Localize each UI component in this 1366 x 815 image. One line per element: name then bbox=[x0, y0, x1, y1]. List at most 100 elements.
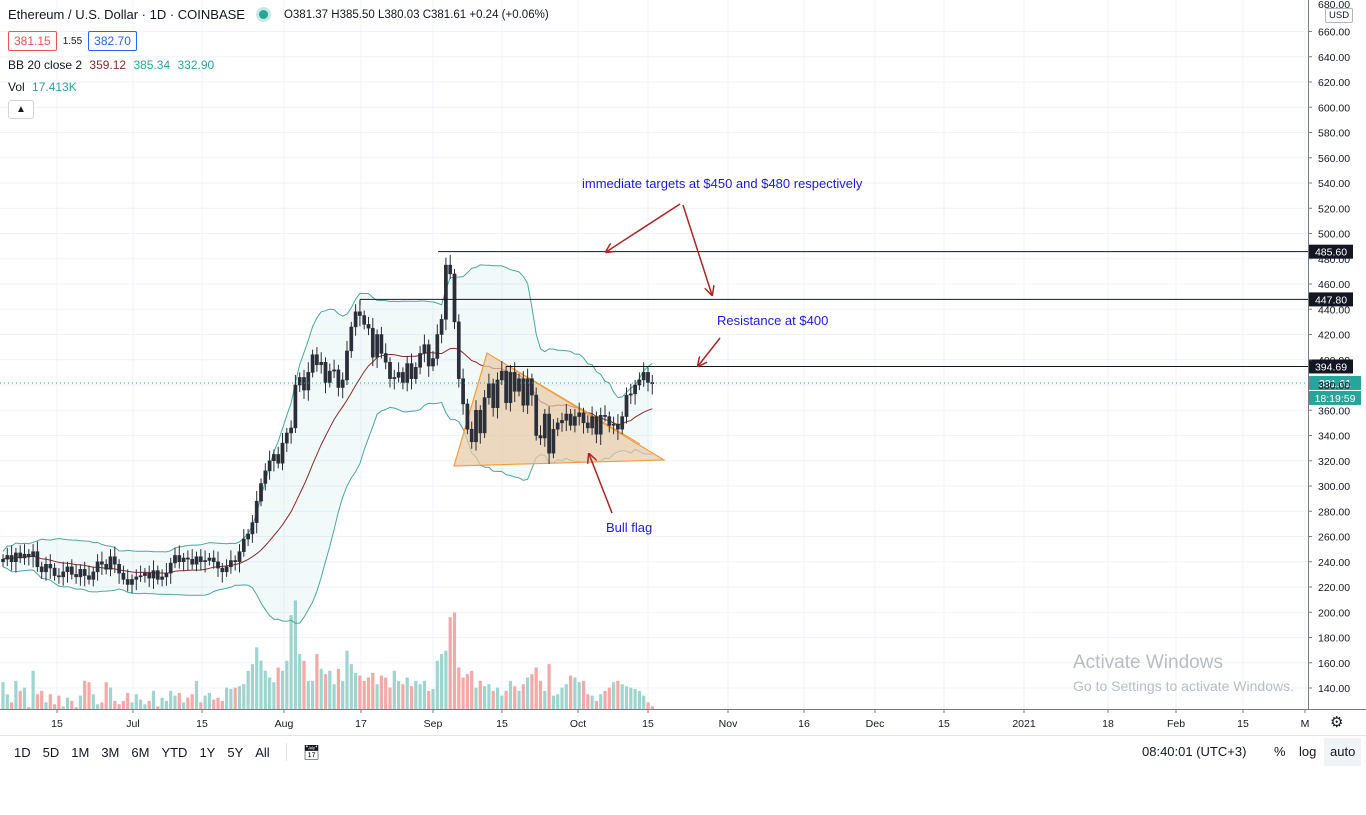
sell-price-button[interactable]: 381.15 bbox=[8, 31, 57, 51]
bb-upper-line bbox=[2, 264, 653, 553]
volume-bar bbox=[164, 700, 168, 709]
volume-bar bbox=[435, 660, 439, 709]
chevron-up-icon[interactable]: ▲ bbox=[8, 100, 34, 119]
candle-body bbox=[5, 555, 10, 560]
candle-body bbox=[203, 560, 207, 562]
candle-body bbox=[336, 369, 341, 388]
volume-bar bbox=[594, 700, 598, 709]
bollinger-legend[interactable]: BB 20 close 2 359.12 385.34 332.90 bbox=[8, 58, 214, 72]
volume-bar bbox=[637, 690, 641, 709]
volume-bar bbox=[590, 695, 594, 709]
tf-all[interactable]: All bbox=[255, 744, 270, 760]
volume-bar bbox=[293, 600, 297, 709]
volume-bar bbox=[491, 690, 495, 709]
volume-bar bbox=[612, 682, 616, 709]
time-tick-label: Oct bbox=[570, 718, 586, 730]
candle-body bbox=[358, 311, 362, 316]
tf-5y[interactable]: 5Y bbox=[227, 744, 244, 760]
volume-bar bbox=[268, 677, 272, 709]
volume-bar bbox=[182, 702, 186, 709]
log-toggle[interactable]: log bbox=[1299, 744, 1317, 759]
symbol-title[interactable]: Ethereum / U.S. Dollar · 1D · COINBASE bbox=[8, 7, 245, 22]
candle-body bbox=[439, 319, 444, 335]
currency-badge[interactable]: USD bbox=[1325, 8, 1354, 23]
candle-body bbox=[388, 362, 392, 379]
volume-bar bbox=[538, 680, 543, 709]
candle-body bbox=[611, 423, 616, 426]
volume-bar bbox=[534, 667, 538, 709]
volume-bar bbox=[483, 686, 487, 709]
candle-body bbox=[495, 379, 500, 408]
annotation-arrows bbox=[589, 203, 721, 514]
candle-body bbox=[87, 575, 91, 580]
candle-body bbox=[504, 370, 508, 403]
volume-bar bbox=[108, 687, 113, 709]
volume-bar bbox=[418, 684, 422, 709]
candle-body bbox=[31, 551, 35, 557]
volume-bar bbox=[121, 700, 125, 709]
candle-body bbox=[39, 566, 44, 573]
date-range-icon[interactable]: 📅︎ bbox=[302, 743, 321, 760]
volume-bar bbox=[633, 688, 637, 709]
volume-bar bbox=[513, 686, 517, 709]
tf-1m[interactable]: 1M bbox=[71, 744, 90, 760]
candle-body bbox=[474, 410, 478, 443]
tf-3m[interactable]: 3M bbox=[101, 744, 120, 760]
candle-body bbox=[573, 416, 577, 426]
candle-body bbox=[18, 552, 23, 559]
price-tick-label: 240.00 bbox=[1318, 557, 1350, 569]
time-tick-label: 15 bbox=[1237, 718, 1249, 730]
price-tick-label: 160.00 bbox=[1318, 658, 1350, 670]
candle-body bbox=[220, 567, 225, 573]
volume-bar bbox=[225, 687, 229, 709]
volume-bar bbox=[642, 695, 646, 709]
price-tick-label: 440.00 bbox=[1318, 304, 1350, 316]
tf-1d[interactable]: 1D bbox=[14, 744, 31, 760]
volume-bar bbox=[302, 660, 306, 709]
tf-ytd[interactable]: YTD bbox=[161, 744, 188, 760]
candle-body bbox=[345, 350, 349, 381]
candle-body bbox=[564, 413, 569, 421]
volume-bar bbox=[139, 699, 143, 709]
price-tick-label: 380.00 bbox=[1318, 380, 1350, 392]
candle-body bbox=[628, 393, 633, 396]
candle-body bbox=[620, 416, 625, 430]
candle-body bbox=[216, 561, 220, 569]
volume-bar bbox=[113, 700, 117, 709]
bb-label: BB 20 close 2 bbox=[8, 58, 83, 72]
tf-6m[interactable]: 6M bbox=[131, 744, 150, 760]
auto-toggle[interactable]: auto bbox=[1324, 738, 1362, 766]
volume-bar bbox=[96, 704, 100, 709]
candle-body bbox=[581, 412, 586, 424]
price-tick-label: 400.00 bbox=[1318, 355, 1350, 367]
volume-bar bbox=[134, 694, 138, 709]
volume-bar bbox=[551, 695, 555, 709]
vol-label: Vol bbox=[8, 80, 25, 94]
volume-bar bbox=[263, 670, 267, 709]
price-tick-label: 560.00 bbox=[1318, 153, 1350, 165]
bb-upper-value: 385.34 bbox=[133, 58, 171, 72]
tf-1y[interactable]: 1Y bbox=[199, 744, 216, 760]
volume-bar bbox=[285, 660, 289, 709]
tf-5d[interactable]: 5D bbox=[42, 744, 60, 760]
candle-body bbox=[310, 354, 315, 373]
volume-bar bbox=[461, 677, 465, 709]
watermark-line1: Activate Windows bbox=[1073, 652, 1223, 673]
price-tick-label: 660.00 bbox=[1318, 27, 1350, 39]
volume-bar bbox=[27, 707, 31, 709]
percent-toggle[interactable]: % bbox=[1274, 744, 1286, 759]
volume-legend[interactable]: Vol 17.413K bbox=[8, 80, 77, 94]
volume-bar bbox=[422, 680, 426, 709]
candle-body bbox=[57, 575, 61, 578]
candle-body bbox=[456, 321, 461, 379]
price-tick-label: 640.00 bbox=[1318, 52, 1350, 64]
gear-icon[interactable]: ⚙ bbox=[1330, 714, 1344, 731]
candle-body bbox=[405, 363, 410, 383]
clock-time[interactable]: 08:40:01 (UTC+3) bbox=[1142, 744, 1247, 759]
volume-bar bbox=[526, 677, 530, 709]
volume-bar bbox=[255, 647, 259, 709]
resistance-annotation: Resistance at $400 bbox=[717, 313, 828, 328]
buy-price-button[interactable]: 382.70 bbox=[88, 31, 137, 51]
candle-body bbox=[538, 435, 543, 439]
